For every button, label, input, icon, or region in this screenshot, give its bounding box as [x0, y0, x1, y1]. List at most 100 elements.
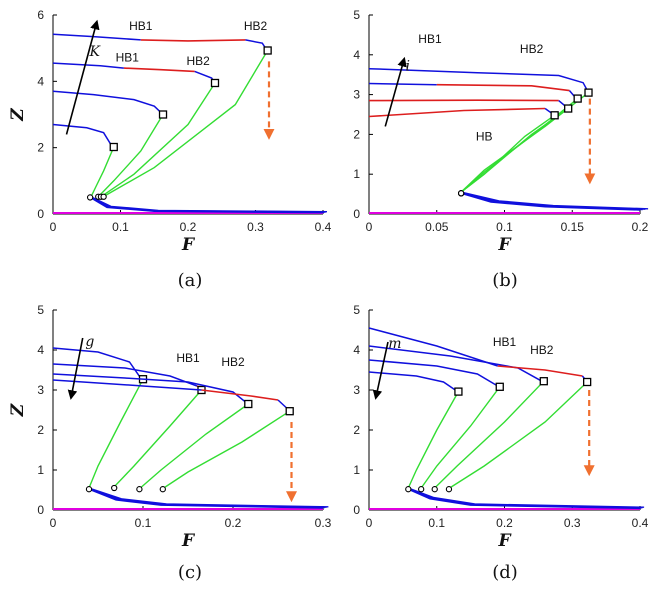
panel-4-parameter-label: m: [388, 336, 401, 352]
panel-2-x-tick-label: 0.15: [561, 220, 585, 234]
panel-1-curve-1-fold-square-marker: [109, 142, 118, 152]
panel-4-y-tick-label: 2: [353, 423, 360, 437]
panel-4-curve-4-hopf-branch: [497, 365, 583, 377]
panel-3-annotation-1: HB1: [176, 351, 200, 365]
panel-1-annotation-3: HB2: [186, 54, 210, 68]
panel-4-curve-4-stable-branch: [368, 327, 498, 367]
panel-4-curve-1-unstable-branch: [407, 391, 460, 489]
panel-3-curve-1-unstable-branch: [88, 378, 144, 489]
panel-2-curve-4-nose-circle-marker: [457, 190, 465, 197]
panel-1-curve-1-stable-branch: [52, 123, 114, 148]
panel-2-x-tick-label: 0: [366, 220, 373, 234]
panel-4-x-tick-label: 0.1: [428, 516, 445, 530]
panel-2-annotation-2: HB2: [520, 42, 544, 56]
panel-3-y-tick-label: 2: [37, 423, 44, 437]
panel-2-parameter-arrow: [384, 56, 407, 127]
panel-2-curve-4-unstable-branch: [460, 114, 556, 193]
panel-2-curve-2-stable-branch: [368, 82, 437, 86]
panel-1-annotation-2: HB1: [116, 50, 140, 64]
panel-4-curve-1-nose-circle-marker: [405, 486, 412, 493]
panel-4-x-tick-label: 0: [366, 516, 373, 530]
panel-3-x-tick-label: 0.1: [135, 516, 152, 530]
panel-3-parameter-label: g: [85, 334, 94, 350]
panel-1-x-tick-label: 0: [50, 220, 57, 234]
panel-3-y-tick-label: 0: [37, 503, 44, 517]
panel-1-curve-3-hopf-branch: [123, 67, 195, 73]
panel-4-annotation-1: HB1: [493, 335, 517, 349]
panel-4-y-tick-label: 4: [353, 343, 360, 357]
panel-2-x-tick-label: 0.2: [632, 220, 649, 234]
panel-3-curve-4-nose-circle-marker: [159, 486, 166, 493]
panel-3-curve-1-nose-circle-marker: [85, 486, 93, 493]
panel-1-curve-2-fold-square-marker: [158, 110, 168, 119]
panel-1-lower-stable-branch: [89, 196, 326, 213]
panel-4-curve-2-fold-square-marker: [495, 382, 504, 391]
panel-2-x-tick-label: 0.05: [425, 220, 449, 234]
panel-3-curve-3-fold-square-marker: [244, 399, 253, 409]
panel-1-curve-2-stable-branch: [52, 90, 164, 116]
panel-4-x-tick-label: 0.4: [632, 516, 649, 530]
panel-2-annotation-3: HB: [476, 129, 493, 143]
panel-4-curve-1-fold-square-marker: [454, 387, 463, 396]
panel-1-annotation-1: HB1: [129, 19, 153, 33]
panel-2-parameter-label: i: [406, 59, 410, 75]
panel-2-curve-2-fold-square-marker: [573, 94, 582, 103]
panel-2-curve-1-stable-branch: [368, 67, 590, 93]
panel-1-x-tick-label: 0.3: [247, 220, 264, 234]
panel-3-curve-4-stable-branch: [52, 379, 202, 391]
panel-4-curve-2-unstable-branch: [420, 386, 501, 489]
panel-1-curve-4-hopf-branch: [140, 39, 246, 42]
panel-4-lower-stable-branch: [408, 487, 645, 508]
panel-1-curve-2-unstable-branch: [99, 114, 164, 196]
panel-1-parameter-label: K: [88, 44, 101, 60]
panel-3-curve-4-hopf-branch: [201, 389, 279, 401]
panel-1-curve-3-unstable-branch: [102, 82, 216, 196]
panel-3-curve-2-unstable-branch: [113, 389, 203, 488]
panel-3-curve-2-nose-circle-marker: [111, 484, 118, 492]
panel-3-y-axis-label: Z: [8, 403, 28, 417]
panel-1-lower-stable-branch: [89, 195, 328, 213]
panel-4-curve-4-unstable-branch: [449, 381, 588, 489]
panel-3-parameter-arrow: [67, 337, 84, 400]
panel-1-panel-label: (a): [178, 270, 203, 291]
panel-2-annotation-1: HB1: [418, 32, 442, 46]
panel-1-y-tick-label: 6: [37, 8, 44, 22]
panel-1-y-axis-label: Z: [8, 108, 28, 122]
panel-3-panel-label: (c): [178, 562, 202, 583]
panel-3-curve-3-nose-circle-marker: [136, 486, 143, 493]
panel-4-curve-1-stable-branch: [368, 371, 458, 392]
panel-2-y-tick-label: 0: [353, 207, 360, 221]
panel-1-curve-3-fold-square-marker: [210, 78, 220, 88]
panel-2-y-tick-label: 1: [353, 167, 360, 181]
panel-1-y-tick-label: 0: [37, 207, 44, 221]
panel-1-x-axis-label: F: [181, 235, 196, 255]
panel-4-curve-3-unstable-branch: [434, 380, 545, 489]
panel-4-x-tick-label: 0.2: [496, 516, 513, 530]
panel-3-curve-4-unstable-branch: [163, 410, 291, 489]
panel-4-y-tick-label: 0: [353, 503, 360, 517]
panel-1-curve-1-nose-circle-marker: [86, 194, 94, 201]
panel-1-curve-3-stable-branch: [52, 62, 124, 69]
panel-1-curve-1-unstable-branch: [90, 146, 115, 197]
panel-4-curve-3-nose-circle-marker: [431, 486, 438, 493]
panel-3-y-tick-label: 5: [37, 303, 44, 317]
panel-3-y-tick-label: 3: [37, 383, 44, 397]
panel-1-curve-4-stable-branch: [52, 33, 141, 41]
panel-2-curve-4-fold-square-marker: [550, 111, 559, 120]
panel-1-lower-stable-branch: [89, 196, 325, 213]
panel-2-curve-3-fold-square-marker: [564, 104, 573, 113]
panel-4-curve-4-fold-square-marker: [583, 377, 592, 387]
panel-4-curve-4-nose-circle-marker: [445, 486, 453, 493]
panel-4-y-tick-label: 3: [353, 383, 360, 397]
panel-4-annotation-2: HB2: [530, 343, 554, 357]
panel-4-x-tick-label: 0.3: [564, 516, 581, 530]
panel-2-x-tick-label: 0.1: [496, 220, 513, 234]
panel-3-x-tick-label: 0.3: [315, 516, 332, 530]
panel-2-y-tick-label: 2: [353, 127, 360, 141]
panel-3-x-tick-label: 0.2: [225, 516, 242, 530]
panel-1-parameter-arrow: [65, 19, 100, 135]
panel-3-annotation-2: HB2: [221, 355, 245, 369]
panel-2-curve-2-hopf-branch: [436, 83, 570, 92]
panel-4-curve-2-stable-branch: [368, 359, 499, 387]
panel-1-curve-4-nose-circle-marker: [100, 193, 107, 200]
